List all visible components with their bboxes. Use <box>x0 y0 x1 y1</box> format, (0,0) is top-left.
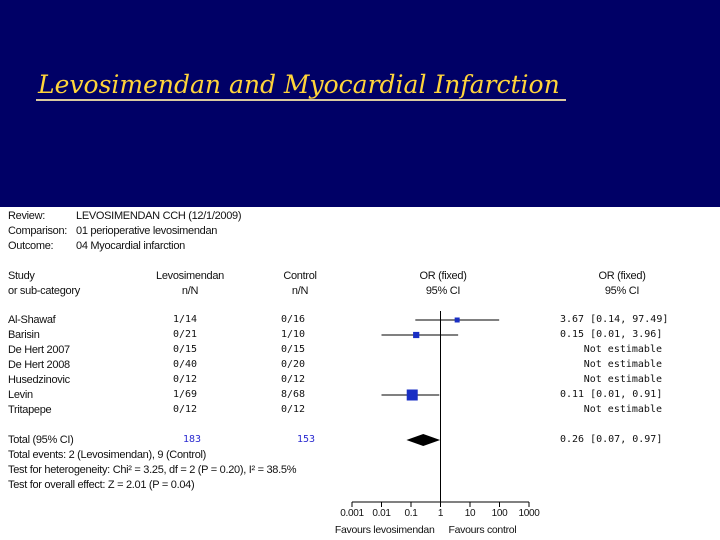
study-control-nn: 0/12 <box>281 404 306 415</box>
study-control-nn: 8/68 <box>281 389 306 400</box>
slide-title: Levosimendan and Myocardial Infarction <box>38 70 560 99</box>
outcome-label: Outcome: <box>8 240 54 252</box>
heterogeneity-test: Test for heterogeneity: Chi² = 3.25, df … <box>8 464 297 476</box>
total-control-n: 153 <box>296 434 316 445</box>
study-treat-nn: 0/21 <box>173 329 198 340</box>
study-name: De Hert 2008 <box>8 359 70 371</box>
study-control-nn: 0/12 <box>281 374 306 385</box>
review-label: Review: <box>8 210 46 222</box>
study-name: Al-Shawaf <box>8 314 56 326</box>
review-value: LEVOSIMENDAN CCH (12/1/2009) <box>76 210 242 222</box>
study-marker <box>454 317 460 323</box>
study-treat-nn: 0/12 <box>173 374 198 385</box>
header-or-text-ci: 95% CI <box>604 285 640 297</box>
study-or-text: Not estimable <box>583 344 662 355</box>
outcome-value: 04 Myocardial infarction <box>76 240 185 252</box>
study-treat-nn: 1/69 <box>173 389 198 400</box>
study-treat-nn: 0/15 <box>173 344 198 355</box>
x-tick-label: 1 <box>438 508 444 519</box>
total-diamond <box>406 434 441 446</box>
study-or-text: 0.15 [0.01, 3.96] <box>560 329 663 340</box>
x-tick-label: 100 <box>492 508 509 519</box>
study-name: Tritapepe <box>8 404 52 416</box>
total-events: Total events: 2 (Levosimendan), 9 (Contr… <box>8 449 207 461</box>
x-tick-label: 0.001 <box>340 508 364 519</box>
x-tick-label: 0.1 <box>404 508 418 519</box>
study-control-nn: 0/15 <box>281 344 306 355</box>
header-or-plot-ci: 95% CI <box>425 285 461 297</box>
header-control: Control <box>283 270 317 282</box>
total-or-text: 0.26 [0.07, 0.97] <box>560 434 663 445</box>
study-or-text: 3.67 [0.14, 97.49] <box>560 314 669 325</box>
study-control-nn: 0/20 <box>281 359 306 370</box>
study-control-nn: 0/16 <box>281 314 306 325</box>
header-control-nn: n/N <box>291 285 309 297</box>
comparison-value: 01 perioperative levosimendan <box>76 225 218 237</box>
x-tick-label: 10 <box>465 508 476 519</box>
x-tick-label: 1000 <box>518 508 540 519</box>
x-tick-label: 0.01 <box>372 508 391 519</box>
title-underline <box>36 99 566 101</box>
overall-effect-test: Test for overall effect: Z = 2.01 (P = 0… <box>8 479 195 491</box>
study-treat-nn: 0/12 <box>173 404 198 415</box>
comparison-label: Comparison: <box>8 225 68 237</box>
slide-header <box>0 0 720 207</box>
study-or-text: Not estimable <box>583 404 662 415</box>
study-treat-nn: 0/40 <box>173 359 198 370</box>
header-subcategory: or sub-category <box>8 285 80 297</box>
study-control-nn: 1/10 <box>281 329 306 340</box>
study-name: Husedzinovic <box>8 374 70 386</box>
total-label: Total (95% CI) <box>8 434 74 446</box>
header-or-text: OR (fixed) <box>598 270 646 282</box>
header-treatment-nn: n/N <box>181 285 199 297</box>
header-study: Study <box>8 270 35 282</box>
study-or-text: Not estimable <box>583 359 662 370</box>
study-marker <box>413 331 420 339</box>
header-treatment: Levosimendan <box>156 270 224 282</box>
total-treat-n: 183 <box>182 434 202 445</box>
study-or-text: 0.11 [0.01, 0.91] <box>560 389 663 400</box>
header-or-plot: OR (fixed) <box>419 270 467 282</box>
study-name: Barisin <box>8 329 40 341</box>
study-name: Levin <box>8 389 33 401</box>
study-or-text: Not estimable <box>583 374 662 385</box>
study-name: De Hert 2007 <box>8 344 70 356</box>
favours-right-label: Favours control <box>449 524 517 536</box>
favours-left-label: Favours levosimendan <box>335 524 435 536</box>
study-treat-nn: 1/14 <box>173 314 198 325</box>
study-marker <box>406 389 418 401</box>
